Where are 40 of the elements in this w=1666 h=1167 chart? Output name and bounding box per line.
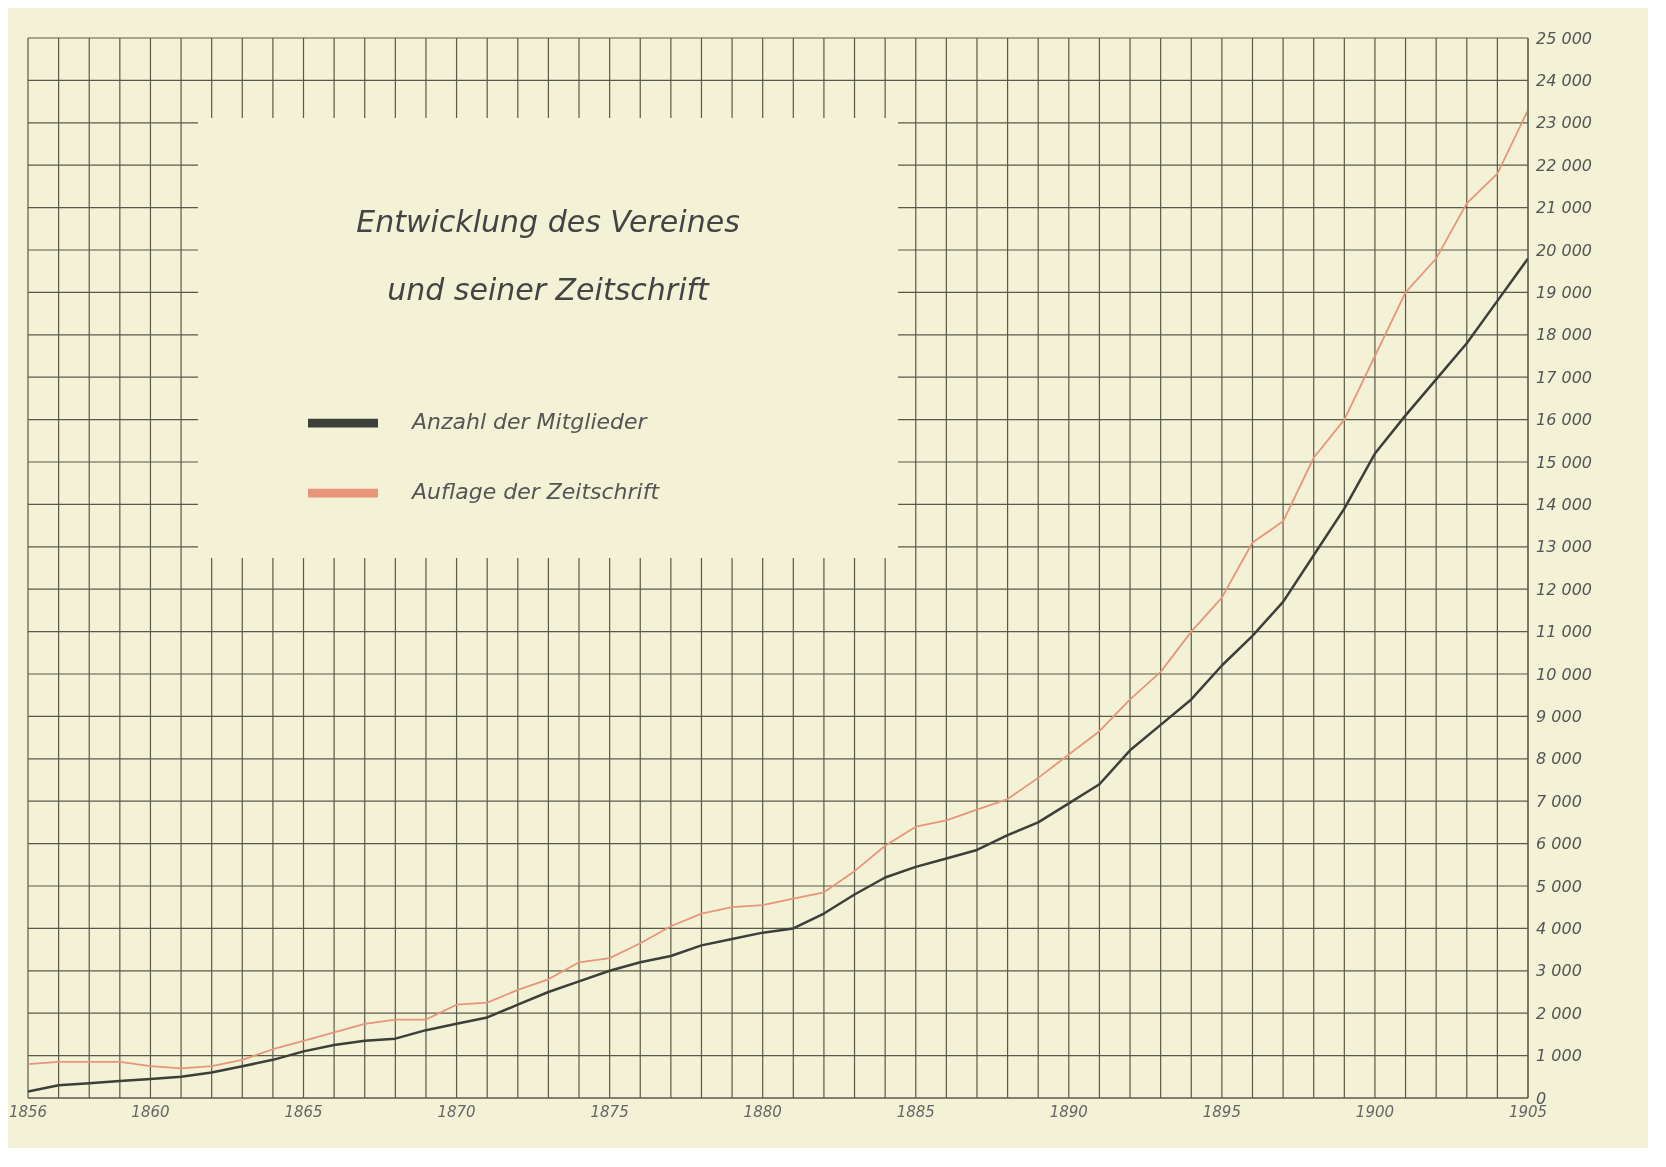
x-tick-label: 1880 xyxy=(743,1102,782,1121)
legend-label: Auflage der Zeitschrift xyxy=(412,479,660,504)
y-tick-label: 1 000 xyxy=(1536,1046,1582,1066)
line-series xyxy=(28,109,1528,1070)
y-tick-label: 18 000 xyxy=(1536,325,1592,345)
x-tick-label: 1856 xyxy=(8,1102,48,1121)
y-tick-label: 9 000 xyxy=(1536,707,1582,727)
y-tick-label: 23 000 xyxy=(1536,113,1592,133)
line-series xyxy=(28,257,1528,1093)
x-tick-label: 1900 xyxy=(1355,1102,1395,1121)
y-tick-label: 5 000 xyxy=(1536,876,1582,896)
y-tick-label: 25 000 xyxy=(1536,28,1592,48)
y-tick-label: 17 000 xyxy=(1536,367,1592,387)
y-tick-label: 22 000 xyxy=(1536,155,1592,175)
x-tick-label: 1875 xyxy=(590,1102,629,1121)
legend-label: Anzahl der Mitglieder xyxy=(412,409,647,434)
y-tick-label: 12 000 xyxy=(1536,579,1592,599)
y-tick-label: 3 000 xyxy=(1536,961,1582,981)
y-tick-label: 7 000 xyxy=(1536,791,1582,811)
y-tick-label: 4 000 xyxy=(1536,919,1582,939)
y-tick-label: 2 000 xyxy=(1536,1003,1582,1023)
y-tick-label: 13 000 xyxy=(1536,537,1592,557)
y-tick-label: 19 000 xyxy=(1536,283,1592,303)
y-tick-label: 21 000 xyxy=(1536,198,1592,218)
y-tick-label: 24 000 xyxy=(1536,71,1592,91)
x-tick-label: 1860 xyxy=(131,1102,170,1121)
y-tick-label: 16 000 xyxy=(1536,410,1592,430)
x-tick-label: 1885 xyxy=(896,1102,935,1121)
x-tick-label: 1870 xyxy=(437,1102,476,1121)
y-tick-label: 6 000 xyxy=(1536,834,1582,854)
x-tick-label: 1890 xyxy=(1049,1102,1088,1121)
y-tick-label: 10 000 xyxy=(1536,664,1592,684)
y-tick-label: 15 000 xyxy=(1536,452,1592,472)
x-tick-label: 1865 xyxy=(284,1102,323,1121)
text: Entwicklung des Vereines und seiner Zeitschrift xyxy=(355,203,741,309)
y-tick-label: 8 000 xyxy=(1536,749,1582,769)
y-tick-label: 20 000 xyxy=(1536,240,1592,260)
y-tick-label: 14 000 xyxy=(1536,495,1592,515)
y-tick-label: 11 000 xyxy=(1536,622,1592,642)
x-tick-label: 1895 xyxy=(1202,1102,1241,1121)
